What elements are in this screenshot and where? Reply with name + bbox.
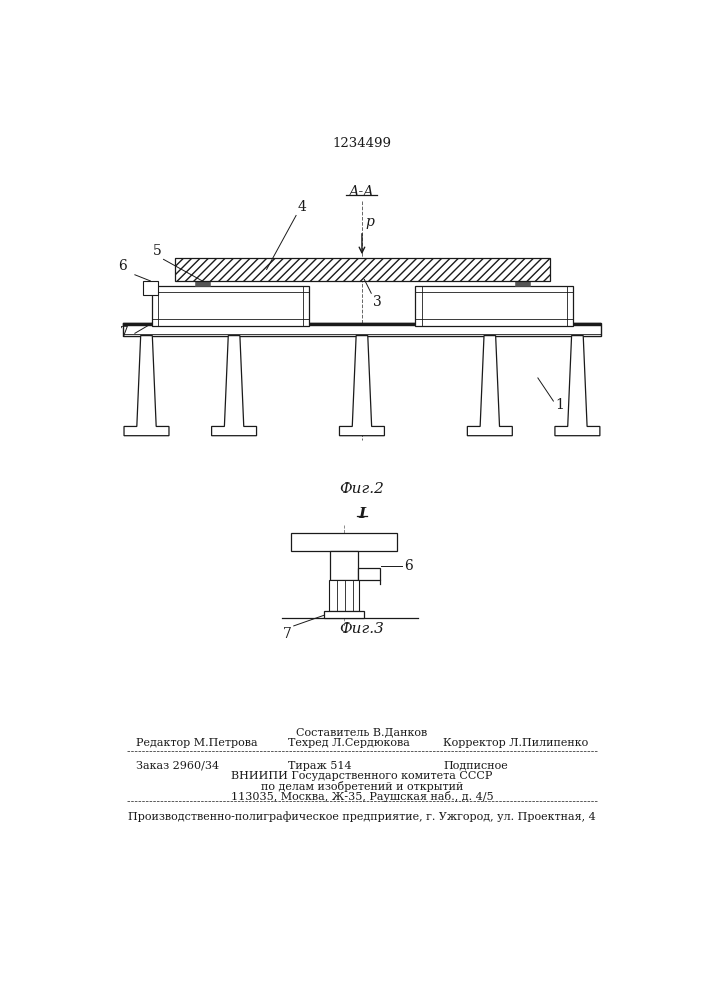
Text: 1: 1 (556, 398, 565, 412)
Text: 6: 6 (404, 559, 414, 573)
Text: Производственно-полиграфическое предприятие, г. Ужгород, ул. Проектная, 4: Производственно-полиграфическое предприя… (128, 811, 596, 822)
Text: по делам изобретений и открытий: по делам изобретений и открытий (261, 781, 463, 792)
Bar (324, 611, 364, 618)
Bar (329, 580, 359, 611)
Text: Корректор Л.Пилипенко: Корректор Л.Пилипенко (443, 738, 588, 748)
Text: А-А: А-А (349, 185, 375, 199)
Polygon shape (467, 336, 513, 436)
Bar (358, 568, 380, 580)
Text: 113035, Москва, Ж-35, Раушская наб., д. 4/5: 113035, Москва, Ж-35, Раушская наб., д. … (230, 791, 493, 802)
Bar (330, 551, 358, 580)
Text: 4: 4 (298, 200, 307, 214)
Polygon shape (211, 336, 257, 436)
Bar (291, 533, 397, 551)
Text: 6: 6 (118, 259, 127, 273)
Bar (152, 286, 309, 326)
Bar (194, 281, 210, 286)
Polygon shape (124, 336, 169, 436)
Text: 5: 5 (153, 244, 162, 258)
Bar (143, 281, 158, 295)
Text: Редактор М.Петрова: Редактор М.Петрова (136, 738, 258, 748)
Bar (416, 286, 573, 326)
Polygon shape (339, 336, 385, 436)
Bar (123, 323, 602, 336)
Text: 7: 7 (119, 326, 129, 340)
Text: ВНИИПИ Государственного комитета СССР: ВНИИПИ Государственного комитета СССР (231, 771, 493, 781)
Polygon shape (555, 336, 600, 436)
Text: Подписное: Подписное (443, 761, 508, 771)
Text: Фиг.2: Фиг.2 (339, 482, 385, 496)
Text: 1234499: 1234499 (332, 137, 392, 150)
Text: 7: 7 (283, 627, 291, 641)
Text: р: р (366, 215, 375, 229)
Bar (515, 281, 530, 286)
Text: Техред Л.Сердюкова: Техред Л.Сердюкова (288, 738, 410, 748)
Bar (123, 323, 602, 326)
Text: I: I (358, 507, 366, 521)
Text: Тираж 514: Тираж 514 (288, 761, 352, 771)
Text: 3: 3 (373, 295, 382, 309)
Text: Фиг.3: Фиг.3 (339, 622, 385, 636)
Text: Составитель В.Данков: Составитель В.Данков (296, 727, 428, 737)
Bar (175, 258, 549, 281)
Text: Заказ 2960/34: Заказ 2960/34 (136, 761, 220, 771)
